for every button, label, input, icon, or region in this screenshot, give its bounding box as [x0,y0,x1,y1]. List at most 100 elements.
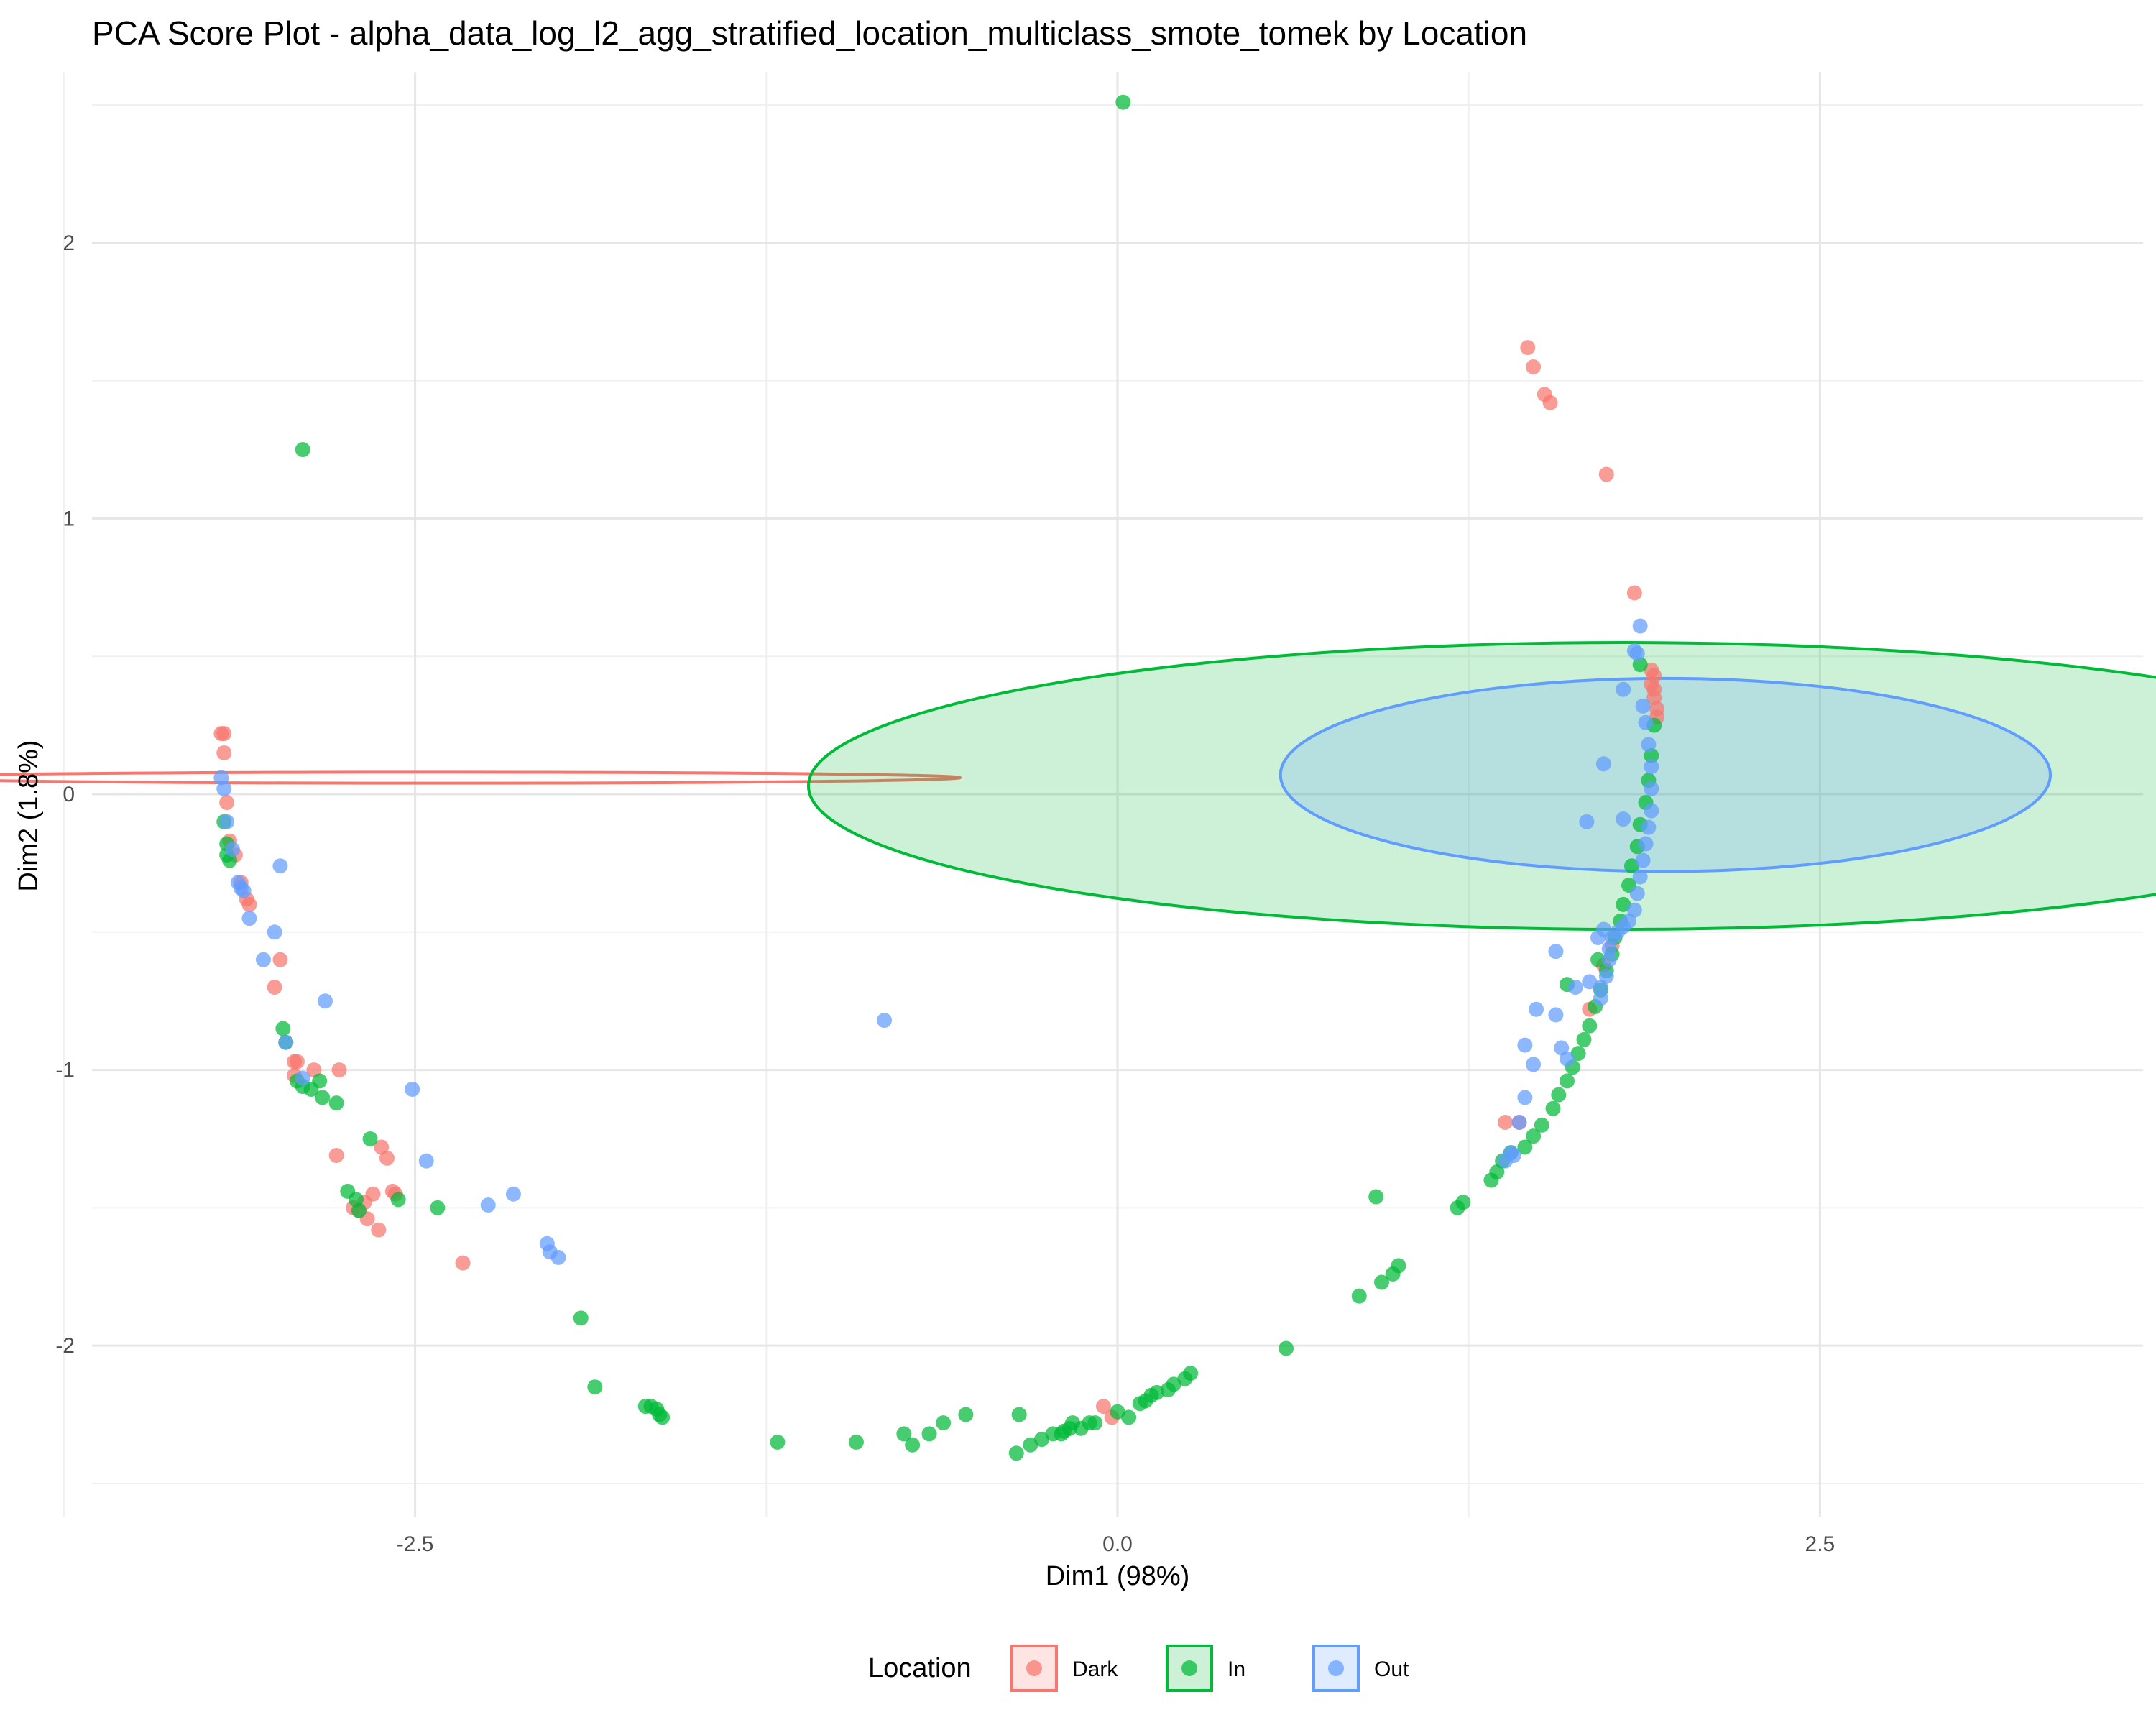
point-in [848,1434,864,1450]
point-in [1623,858,1639,874]
legend-dot-out [1328,1660,1344,1676]
point-out [1616,811,1631,827]
point-in [896,1426,912,1442]
point-in [1616,896,1631,912]
point-out [405,1081,420,1097]
point-out [1641,737,1657,753]
point-in [587,1379,603,1395]
point-out [1567,980,1583,995]
point-in [1110,1404,1125,1420]
point-in [1166,1376,1181,1392]
point-in [1279,1340,1294,1356]
point-in [1115,94,1131,110]
point-in [430,1200,446,1215]
x-tick-label: 2.5 [1805,1532,1835,1556]
point-dark [1598,466,1614,482]
x-axis-title: Dim1 (98%) [1046,1561,1190,1591]
point-in [1033,1432,1049,1448]
point-out [1601,952,1617,967]
point-dark [328,1148,344,1163]
legend-item-dark: Dark [1010,1644,1118,1692]
point-dark [241,896,257,912]
point-in [1023,1437,1038,1453]
point-dark [455,1255,471,1271]
point-dark [216,745,232,760]
point-in [1374,1274,1390,1290]
x-tick-label: 0.0 [1102,1532,1133,1556]
point-out [550,1249,566,1265]
point-out [877,1013,893,1029]
point-in [1576,1031,1592,1047]
point-in [1551,1087,1567,1103]
point-out [1593,980,1608,995]
y-tick-label: 2 [63,231,75,255]
point-dark [289,1054,305,1070]
point-out [1629,645,1645,661]
point-out [219,814,235,829]
point-out [1593,990,1608,1006]
point-out [241,911,257,926]
point-out [1517,1090,1533,1105]
point-in [1545,1100,1561,1116]
point-in [1087,1415,1103,1431]
point-dark [267,980,282,995]
point-in [275,1021,291,1036]
point-in [349,1192,364,1208]
point-out [1632,869,1648,885]
ellipse-dark [0,770,962,785]
point-out [216,781,232,796]
point-out [1579,814,1595,829]
point-in [315,1090,331,1105]
point-out [1629,886,1645,901]
point-out [1595,756,1611,772]
point-dark [1498,1114,1514,1130]
ellipse-out [1279,676,2052,873]
point-in [1011,1407,1027,1422]
legend-label-dark: Dark [1072,1657,1118,1681]
legend-label-in: In [1227,1657,1245,1681]
point-dark [219,795,235,811]
point-in [295,442,310,458]
legend-dot-dark [1026,1660,1042,1676]
point-dark [379,1150,395,1166]
point-in [1008,1445,1024,1461]
x-tick-label: -2.5 [397,1532,434,1556]
point-out [1548,944,1564,960]
point-in [1183,1366,1199,1381]
point-out [1582,974,1598,990]
point-in [1455,1195,1471,1210]
point-in [652,1407,668,1422]
point-in [328,1095,344,1111]
y-tick-label: -1 [55,1059,75,1082]
legend: Location Dark In Out [868,1644,1409,1692]
point-in [1368,1189,1384,1205]
point-out [1644,803,1659,819]
legend-item-in: In [1166,1644,1245,1692]
point-out [267,924,282,940]
point-dark [272,952,288,967]
point-dark [1542,395,1558,410]
point-out [1635,852,1651,868]
point-out [1644,759,1659,775]
point-out [1526,1057,1542,1072]
point-out [295,1070,310,1086]
point-out [1632,618,1648,634]
point-in [573,1310,589,1326]
legend-label-out: Out [1374,1657,1409,1681]
point-in [1517,1139,1533,1155]
point-in [1056,1423,1072,1439]
point-dark [216,726,232,742]
x-axis-ticks: -2.5 0.0 2.5 [397,1532,1835,1556]
point-out [480,1197,496,1213]
chart-title: PCA Score Plot - alpha_data_log_l2_agg_s… [92,14,1527,52]
point-dark [1095,1399,1111,1414]
point-out [1595,921,1611,937]
point-dark [331,1062,347,1078]
point-dark [1626,585,1642,601]
point-out [1511,1114,1527,1130]
y-tick-label: 0 [63,783,75,806]
point-in [958,1407,974,1422]
data-points [213,94,1665,1461]
point-out [1638,836,1654,852]
